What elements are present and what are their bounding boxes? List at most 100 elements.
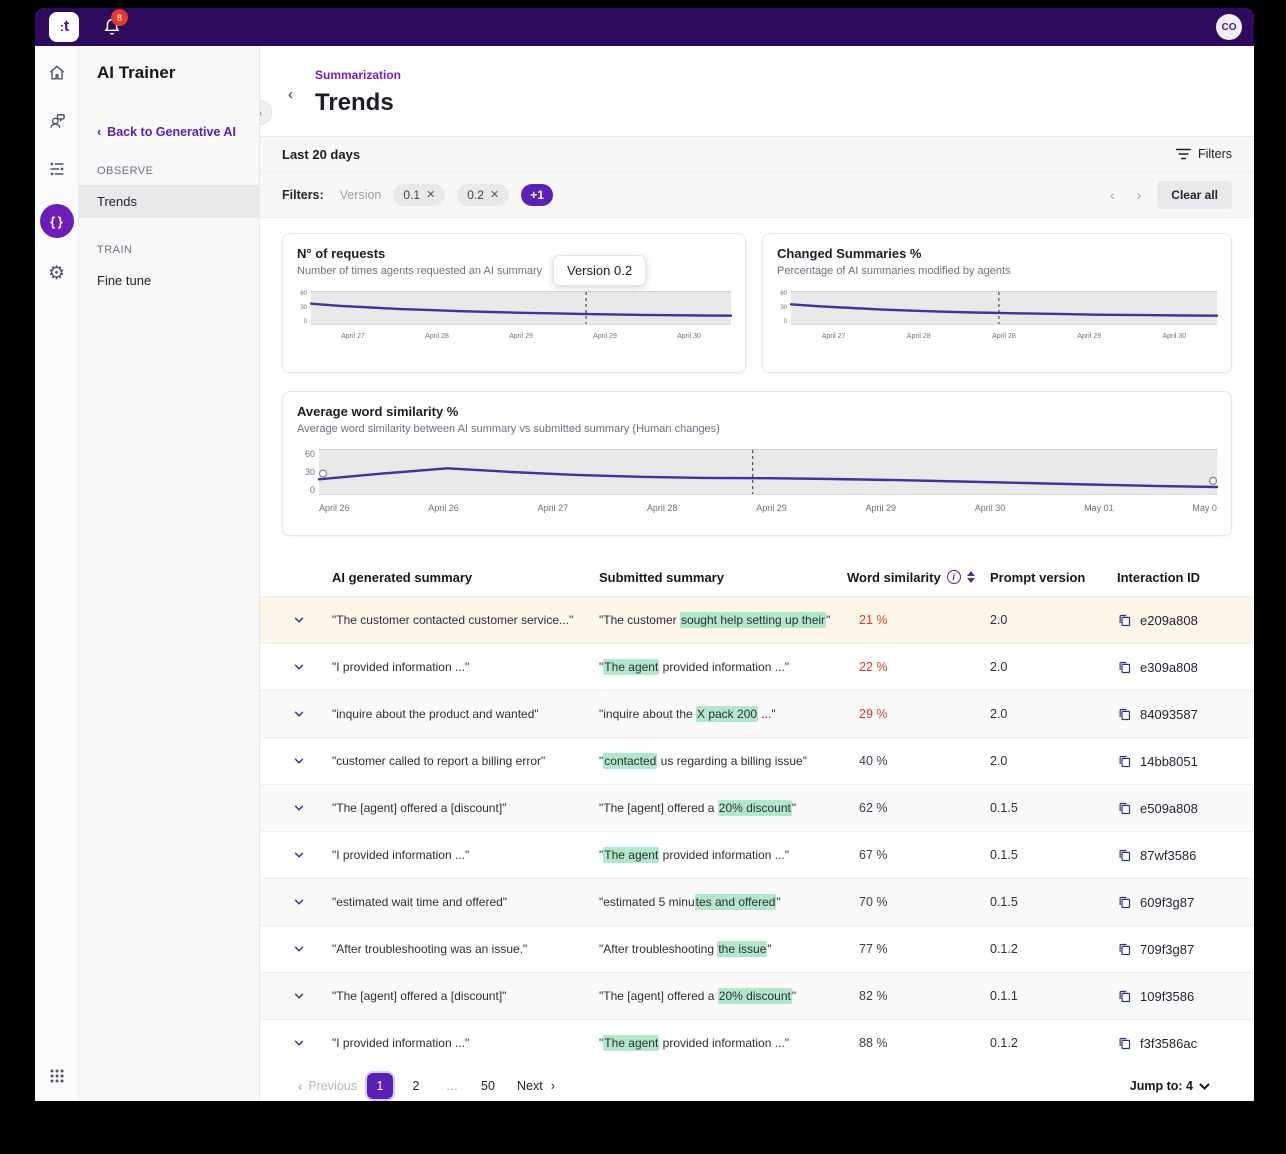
user-avatar[interactable]: CO	[1216, 14, 1242, 40]
interaction-id-text: e509a808	[1140, 800, 1198, 816]
more-filters-chip[interactable]: +1	[521, 183, 553, 206]
previous-button[interactable]: Previous	[308, 1079, 357, 1093]
word-similarity-cell: 70 %	[859, 895, 888, 909]
submitted-summary-cell: "After troubleshooting the issue"	[599, 941, 772, 957]
ai-trainer-icon[interactable]: { }	[39, 204, 74, 238]
row-expand-chevron-icon[interactable]	[292, 895, 332, 909]
prompt-version-cell: 0.1.2	[990, 1036, 1018, 1050]
y-axis: 60 30 0	[297, 291, 311, 325]
table-row[interactable]: "After troubleshooting was an issue." "Af…	[260, 925, 1254, 972]
interaction-id-text: 709f3g87	[1140, 941, 1195, 957]
word-similarity-cell: 77 %	[859, 942, 888, 956]
y-tick-label: 60	[780, 291, 787, 297]
ai-summary-cell: "customer called to report a billing err…	[332, 754, 546, 768]
chips-scroll-left-icon[interactable]: ‹	[1109, 186, 1115, 203]
sidebar-item-trends[interactable]: Trends	[79, 185, 259, 218]
app-logo-icon[interactable]: :t	[49, 12, 79, 42]
page-button-1[interactable]: 1	[364, 1071, 395, 1101]
copy-icon[interactable]	[1117, 895, 1132, 910]
sort-icon[interactable]	[966, 571, 975, 583]
filters-button-label: Filters	[1197, 147, 1232, 161]
row-expand-chevron-icon[interactable]	[292, 1036, 332, 1050]
table-row[interactable]: "The [agent] offered a [discount]" "The […	[260, 784, 1254, 831]
page-ellipsis: …	[445, 1079, 459, 1093]
page-button-2[interactable]: 2	[412, 1079, 420, 1093]
table-row[interactable]: "inquire about the product and wanted" "i…	[260, 690, 1254, 737]
breadcrumb[interactable]: Summarization	[315, 68, 402, 82]
table-row[interactable]: "customer called to report a billing err…	[260, 737, 1254, 784]
page-button-50[interactable]: 50	[481, 1079, 495, 1093]
filter-chip-0-2[interactable]: 0.2 ✕	[457, 183, 510, 206]
ai-summary-cell: "The [agent] offered a [discount]"	[332, 989, 507, 1003]
interaction-id-cell: 709f3g87	[1117, 942, 1254, 957]
table-row[interactable]: "I provided information ..." "The agent p…	[260, 643, 1254, 690]
chips-scroll-right-icon[interactable]: ›	[1136, 186, 1142, 203]
filter-chip-0-1[interactable]: 0.1 ✕	[393, 183, 446, 206]
clear-all-button[interactable]: Clear all	[1157, 180, 1232, 209]
x-tick-label: April 26	[319, 503, 350, 513]
row-expand-chevron-icon[interactable]	[292, 707, 332, 721]
x-tick-label: April 29	[865, 503, 896, 513]
home-icon[interactable]	[44, 60, 70, 86]
previous-chevron-icon[interactable]: ‹	[298, 1078, 303, 1094]
word-similarity-chart[interactable]	[317, 449, 1219, 495]
interaction-id-cell: e509a808	[1117, 801, 1254, 816]
changed-summaries-chart[interactable]	[789, 291, 1219, 325]
prompt-version-cell: 0.1.5	[990, 801, 1018, 815]
settings-gear-icon[interactable]: ⚙	[47, 262, 66, 284]
copy-icon[interactable]	[1117, 754, 1132, 769]
x-tick-label: May 0	[1192, 503, 1217, 513]
prompt-version-cell: 0.1.1	[990, 989, 1018, 1003]
word-similarity-cell: 88 %	[859, 1036, 888, 1050]
chip-close-icon[interactable]: ✕	[489, 189, 500, 201]
copy-icon[interactable]	[1117, 989, 1132, 1004]
table-row[interactable]: "The [agent] offered a [discount]" "The […	[260, 972, 1254, 1019]
sidebar-item-fine-tune[interactable]: Fine tune	[97, 273, 152, 288]
x-tick-label: April 27	[341, 333, 365, 340]
notifications-button[interactable]: 8	[101, 9, 128, 38]
table-row[interactable]: "The customer contacted customer service…	[260, 596, 1254, 643]
back-to-generative-ai-link[interactable]: ‹ Back to Generative AI	[97, 125, 259, 139]
filter-field-label: Version	[339, 187, 382, 202]
copy-icon[interactable]	[1117, 848, 1132, 863]
copy-icon[interactable]	[1117, 801, 1132, 816]
copy-icon[interactable]	[1117, 942, 1132, 957]
row-expand-chevron-icon[interactable]	[292, 754, 332, 768]
row-expand-chevron-icon[interactable]	[292, 613, 332, 627]
copy-icon[interactable]	[1117, 1036, 1132, 1051]
word-similarity-cell: 40 %	[859, 754, 888, 768]
x-tick-label: April 30	[974, 503, 1006, 513]
diff-highlight: 20% discount	[717, 800, 792, 816]
x-tick-label: April 29	[509, 333, 533, 340]
agents-icon[interactable]	[44, 108, 70, 134]
copy-icon[interactable]	[1117, 613, 1132, 628]
filters-button[interactable]: Filters	[1175, 147, 1232, 161]
icon-rail: { } ⚙	[35, 46, 79, 1101]
row-expand-chevron-icon[interactable]	[292, 942, 332, 956]
requests-chart[interactable]	[309, 291, 733, 325]
jump-to-control[interactable]: Jump to: 4	[1130, 1079, 1210, 1093]
observe-section-label: OBSERVE	[97, 165, 154, 177]
copy-icon[interactable]	[1117, 660, 1132, 675]
table-row[interactable]: "I provided information ..." "The agent p…	[260, 1019, 1254, 1066]
info-icon[interactable]: i	[946, 570, 961, 584]
card-title: N° of requests	[297, 246, 386, 261]
table-row[interactable]: "estimated wait time and offered" "estima…	[260, 878, 1254, 925]
row-expand-chevron-icon[interactable]	[292, 660, 332, 674]
interaction-id-cell: 609f3g87	[1117, 895, 1254, 910]
row-expand-chevron-icon[interactable]	[292, 848, 332, 862]
next-button[interactable]: Next ›	[517, 1079, 555, 1093]
prompt-version-cell: 2.0	[990, 613, 1008, 627]
table-row[interactable]: "I provided information ..." "The agent p…	[260, 831, 1254, 878]
prompt-version-cell: 0.1.5	[990, 895, 1018, 909]
apps-grid-icon[interactable]	[44, 1063, 70, 1089]
copy-icon[interactable]	[1117, 707, 1132, 722]
chip-close-icon[interactable]: ✕	[426, 189, 436, 201]
row-expand-chevron-icon[interactable]	[292, 801, 332, 815]
dashboard-content: N° of requests Number of times agents re…	[260, 218, 1254, 1101]
page-buttons: 1 2 … 50	[364, 1071, 511, 1101]
page-back-chevron-icon[interactable]: ‹	[288, 86, 293, 103]
row-expand-chevron-icon[interactable]	[292, 989, 332, 1003]
queues-icon[interactable]	[44, 156, 70, 182]
x-axis: April 27 April 28 April 28 April 29 April 30	[791, 333, 1217, 340]
